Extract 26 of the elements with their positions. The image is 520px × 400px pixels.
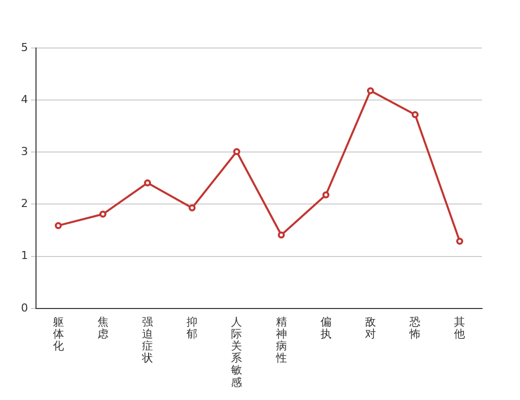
point <box>233 148 240 156</box>
y-tick-label: 1 <box>21 249 28 262</box>
point <box>144 179 151 186</box>
x-tick-label: 精神病性 <box>274 315 287 365</box>
x-tick-label: 恐怖 <box>408 315 421 340</box>
x-tick-label: 人际关系敏感 <box>231 315 242 389</box>
point <box>99 210 106 218</box>
point <box>278 231 285 238</box>
point <box>412 111 419 118</box>
point <box>322 191 330 198</box>
x-tick-label: 抑郁 <box>186 315 198 340</box>
point <box>188 204 196 212</box>
x-tick-label: 强迫症状 <box>141 315 153 365</box>
y-tick-label: 3 <box>21 145 28 158</box>
point <box>456 238 464 245</box>
y-tick-label: 2 <box>21 197 28 210</box>
y-tick-label: 4 <box>21 92 28 106</box>
y-tick-label: 5 <box>21 40 28 54</box>
x-tick-label: 其他 <box>454 315 466 340</box>
x-tick-label: 敌对 <box>365 315 376 340</box>
y-tick-label: 0 <box>21 301 28 314</box>
x-tick-label: 偏执 <box>320 315 332 340</box>
point <box>367 87 374 94</box>
x-tick-label: 焦虑 <box>97 315 108 340</box>
point <box>54 222 62 230</box>
x-tick-label: 躯体化 <box>52 315 64 353</box>
